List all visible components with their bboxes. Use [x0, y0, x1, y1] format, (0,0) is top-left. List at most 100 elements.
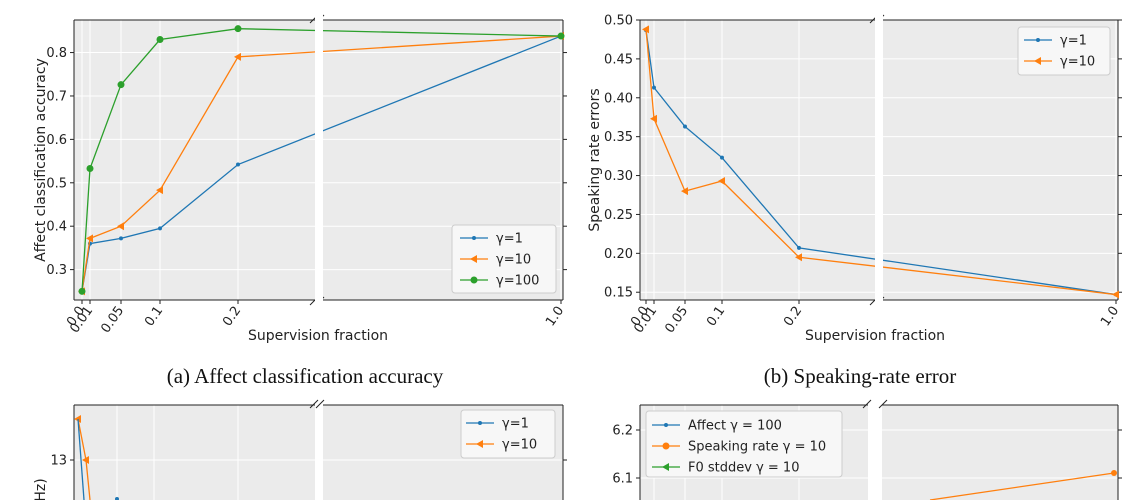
data-point: [234, 25, 242, 33]
panel-d-marker: [1111, 470, 1117, 476]
data-point: [78, 287, 86, 295]
legend-label: Affect γ = 100: [688, 419, 782, 434]
data-point: [156, 186, 163, 195]
legend-label: γ=100: [496, 274, 539, 289]
y-tick-label: 6.1: [612, 472, 633, 487]
series-line: [81, 35, 562, 292]
panel-b-ylabel: Speaking rate errors: [587, 88, 603, 231]
panel-b-frame: [639, 19, 1119, 301]
data-point: [797, 245, 801, 250]
y-tick-label: 0.25: [604, 208, 633, 223]
series-line: [645, 29, 1117, 296]
panel-c-ylabel-partial: Hz): [33, 478, 49, 500]
data-point: [117, 81, 125, 89]
panel-b: 0.150.200.250.300.350.400.450.50 0.00.01…: [587, 14, 1122, 389]
panel-c-series-gamma1: [77, 418, 85, 500]
panel-c-gridlines: [74, 405, 563, 500]
data-point: [86, 164, 94, 172]
panel-d-series-speaking-rate: [929, 472, 1115, 500]
panel-b-xlabel: Supervision fraction: [805, 328, 945, 344]
legend-label: γ=10: [1060, 55, 1095, 70]
panel-d-frame: [639, 404, 1119, 500]
legend-label: γ=10: [502, 438, 537, 453]
legend-marker: [476, 440, 483, 448]
data-point: [683, 124, 687, 129]
legend-label: Speaking rate γ = 10: [688, 440, 826, 455]
panel-d-legend: Affect γ = 100 Speaking rate γ = 10 F0 std…: [645, 410, 843, 478]
data-point: [234, 52, 241, 61]
panel-c-break-marks: [309, 399, 325, 409]
y-tick-label: 0.8: [46, 46, 67, 61]
panel-c-axis-break-gap: [315, 398, 323, 500]
legend-marker: [470, 255, 477, 263]
panel-a-y-ticks: 0.3 0.4 0.5 0.6 0.7 0.8: [46, 46, 567, 278]
data-point: [720, 155, 724, 160]
legend-marker: [662, 463, 669, 471]
y-tick-label: 13: [50, 454, 67, 469]
legend-marker: [664, 423, 668, 427]
panel-c-marker: [82, 456, 89, 464]
panel-b-caption: (b) Speaking-rate error: [764, 364, 956, 388]
axis-break-gap: [315, 14, 323, 306]
legend-label: γ=1: [1060, 34, 1087, 49]
panel-b-series: [642, 14, 1119, 306]
data-point: [642, 25, 649, 34]
y-tick-label: 0.50: [604, 14, 633, 29]
x-tick-label: 0.05: [98, 304, 127, 336]
y-tick-label: 0.20: [604, 247, 633, 262]
panel-a-ylabel: Affect classification accuracy: [33, 58, 49, 262]
data-point: [158, 226, 162, 231]
y-tick-label: 0.45: [604, 52, 633, 67]
panel-a-gridlines: [74, 20, 563, 300]
legend-marker: [472, 236, 476, 240]
panel-c-series: [74, 415, 119, 500]
data-point: [1112, 290, 1119, 299]
panel-d: 6.1 6.2 Affect γ = 100 Speaking rate γ = 1…: [612, 398, 1122, 500]
data-point: [650, 114, 657, 123]
legend-marker: [470, 276, 478, 284]
legend-label: γ=1: [502, 417, 529, 432]
panel-b-legend: γ=1 γ=10: [1017, 26, 1111, 76]
x-tick-label: 1.0: [543, 304, 567, 330]
x-tick-label: 1.0: [1098, 304, 1122, 330]
y-tick-label: 0.7: [46, 89, 67, 104]
legend-marker: [1034, 57, 1041, 65]
panel-b-y-ticks: 0.15 0.20 0.25 0.30 0.35 0.40 0.45 0.50: [604, 14, 1122, 301]
data-point: [86, 234, 93, 243]
panel-d-y-ticks: 6.1 6.2: [612, 424, 1122, 487]
y-tick-label: 6.2: [612, 424, 633, 439]
data-point: [718, 177, 725, 185]
data-point: [795, 253, 802, 262]
data-point: [652, 85, 656, 90]
y-tick-label: 0.6: [46, 133, 67, 148]
panel-a-legend: γ=1 γ=10 γ=100: [451, 224, 557, 294]
data-point: [681, 187, 688, 196]
y-tick-label: 0.35: [604, 130, 633, 145]
x-tick-label: 0.1: [704, 304, 728, 330]
legend-marker: [478, 421, 482, 425]
x-tick-label: 0.05: [662, 304, 691, 336]
legend-label: F0 stddev γ = 10: [688, 461, 799, 476]
y-tick-label: 0.4: [46, 220, 67, 235]
panel-a-xlabel: Supervision fraction: [248, 328, 388, 344]
y-tick-label: 0.5: [46, 176, 67, 191]
data-point: [156, 36, 164, 44]
panel-a-caption: (a) Affect classification accuracy: [167, 364, 444, 388]
legend-label: γ=10: [496, 253, 531, 268]
panel-d-axis-break-gap: [868, 398, 882, 500]
data-point: [236, 162, 240, 167]
y-tick-label: 0.30: [604, 169, 633, 184]
y-tick-label: 0.40: [604, 91, 633, 106]
data-point: [119, 236, 123, 241]
series-line: [81, 28, 562, 292]
panel-d-break-marks: [862, 399, 888, 409]
panel-c-marker: [115, 497, 119, 500]
panel-c-frame: [73, 404, 564, 500]
series-line: [645, 30, 1117, 296]
x-tick-label: 0.2: [781, 304, 805, 330]
panel-a: 0.30.40.50.60.70.8 0.00.01 0.05 0.1 0.2 1.0 …: [33, 14, 567, 388]
legend-label: γ=1: [496, 232, 523, 247]
panel-c-legend: γ=1 γ=10: [460, 409, 556, 459]
panel-a-series: [78, 14, 565, 306]
